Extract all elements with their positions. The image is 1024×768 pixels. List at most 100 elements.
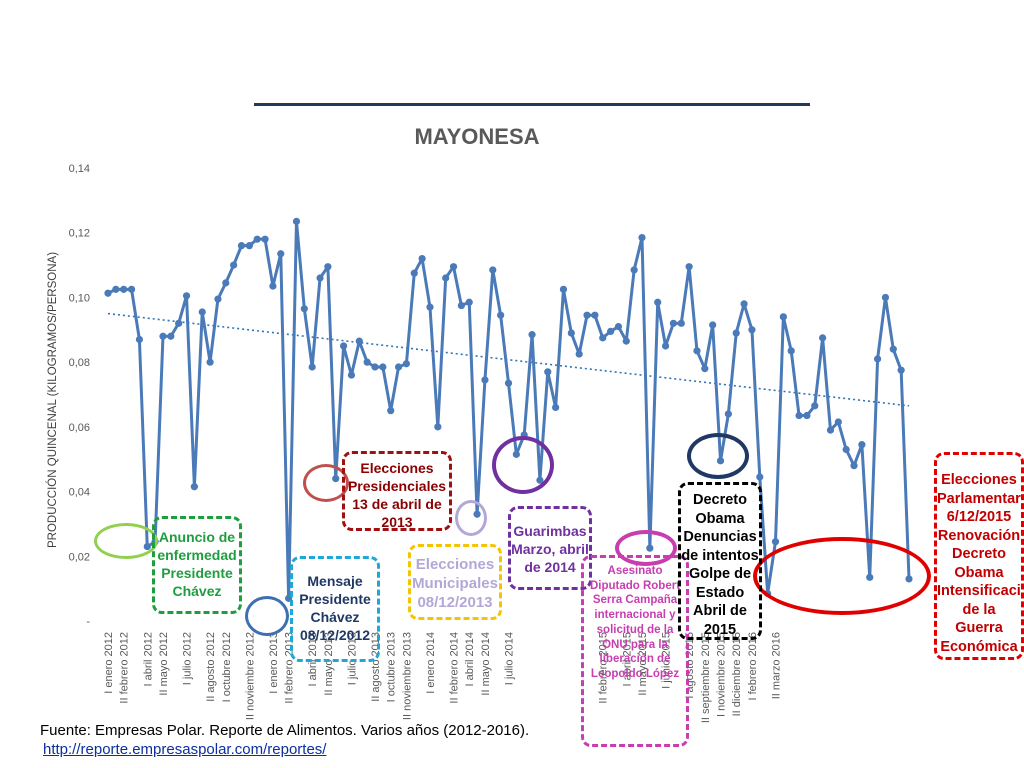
annotation-asesinato: Asesinato Diputado Robert Serra Campaña …	[581, 555, 689, 747]
data-point	[669, 319, 678, 327]
data-point	[654, 298, 662, 306]
data-point	[481, 376, 489, 384]
data-point	[120, 285, 128, 293]
x-tick-label: II febrero 2012	[119, 632, 131, 704]
ring-purple	[492, 436, 554, 494]
source-link[interactable]: http://reporte.empresaspolar.com/reporte…	[43, 741, 327, 758]
y-tick-label: 0,14	[69, 163, 90, 175]
data-point	[740, 300, 748, 308]
trend-line	[107, 312, 910, 407]
annotation-parlamentarias: Elecciones Parlamentarias 6/12/2015 Reno…	[934, 452, 1024, 660]
data-point	[826, 426, 835, 434]
data-point	[190, 483, 198, 491]
data-point	[819, 334, 827, 342]
data-point	[363, 358, 371, 366]
data-point	[426, 303, 434, 311]
data-point	[552, 403, 560, 412]
x-tick-label: II diciembre 2015	[731, 632, 743, 716]
data-point	[858, 441, 866, 449]
y-tick-label: 0,10	[69, 292, 90, 304]
data-point	[434, 423, 442, 431]
data-point	[449, 263, 458, 271]
y-tick-label: -	[86, 616, 90, 628]
x-tick-label: II noviembre 2012	[244, 632, 256, 720]
x-tick-label: II septiembre 2015	[700, 632, 712, 723]
data-point	[559, 285, 568, 293]
data-point	[842, 445, 850, 454]
ring-blue	[245, 596, 289, 636]
data-point	[230, 261, 238, 269]
data-point	[575, 350, 583, 358]
data-point	[583, 311, 591, 319]
data-point	[371, 363, 379, 371]
data-point	[355, 337, 363, 345]
data-point	[591, 311, 599, 319]
chart-title: MAYONESA	[414, 124, 540, 149]
data-point	[693, 347, 701, 355]
data-point	[442, 274, 450, 282]
data-point	[300, 305, 308, 313]
data-point	[677, 319, 685, 327]
data-point	[630, 266, 638, 274]
data-point	[347, 371, 356, 379]
data-point	[873, 355, 882, 363]
data-point	[850, 462, 858, 470]
x-tick-label: I julio 2014	[504, 632, 516, 685]
x-tick-label: II mayo 2013	[323, 632, 335, 696]
data-point	[167, 332, 175, 340]
x-tick-label: I noviembre 2015	[716, 632, 728, 717]
x-tick-label: II mayo 2014	[480, 632, 492, 696]
data-point	[112, 285, 120, 293]
x-tick-label: II noviembre 2013	[401, 632, 413, 720]
data-point	[206, 358, 214, 366]
ring-magenta	[615, 530, 677, 566]
x-tick-label: II marzo 2016	[771, 632, 783, 699]
data-point	[127, 285, 136, 293]
x-tick-label: I julio 2012	[182, 632, 194, 685]
data-point	[606, 327, 615, 336]
data-point	[237, 242, 246, 250]
data-point	[316, 274, 324, 282]
data-point	[182, 292, 191, 300]
data-point	[638, 233, 646, 242]
x-tick-label: I julio 2013	[346, 632, 358, 685]
data-point	[253, 235, 261, 243]
x-tick-label: II mayo 2012	[158, 632, 170, 696]
data-point	[269, 282, 277, 290]
y-axis-label: PRODUCCIÓN QUINCENAL (KILOGRAMOS/PERSONA…	[46, 252, 59, 548]
data-point	[709, 321, 717, 329]
y-tick-label: 0,04	[69, 487, 90, 499]
data-point	[724, 410, 732, 418]
data-point	[881, 293, 890, 302]
data-point	[308, 363, 316, 371]
data-point	[489, 266, 497, 274]
x-tick-label: II febrero 2015	[598, 632, 610, 704]
y-tick-label: 0,12	[69, 228, 90, 240]
data-point	[159, 332, 167, 340]
x-tick-label: I enero 2014	[425, 632, 437, 694]
data-point	[418, 255, 426, 263]
data-point	[787, 347, 795, 355]
x-tick-label: II mayo 2015	[637, 632, 649, 696]
data-point	[756, 473, 764, 481]
data-point	[661, 342, 670, 350]
data-point	[104, 289, 112, 297]
ring-navy	[687, 433, 749, 479]
data-point	[135, 335, 144, 344]
annotation-mensaje: Mensaje Presidente Chávez 08/12/2012	[290, 556, 380, 662]
data-point	[339, 342, 348, 350]
data-point	[779, 313, 787, 321]
x-tick-label: I octubre 2012	[221, 632, 233, 702]
data-point	[685, 263, 693, 271]
data-point	[292, 217, 301, 225]
data-point	[622, 337, 630, 345]
data-point	[544, 368, 552, 376]
data-point	[465, 298, 473, 306]
x-tick-label: II febrero 2014	[449, 632, 461, 704]
ring-red-brown	[303, 464, 349, 502]
ring-green	[94, 523, 158, 559]
data-point	[387, 407, 395, 415]
y-tick-label: 0,02	[69, 551, 90, 563]
x-tick-label: I abril 2015	[621, 632, 633, 686]
